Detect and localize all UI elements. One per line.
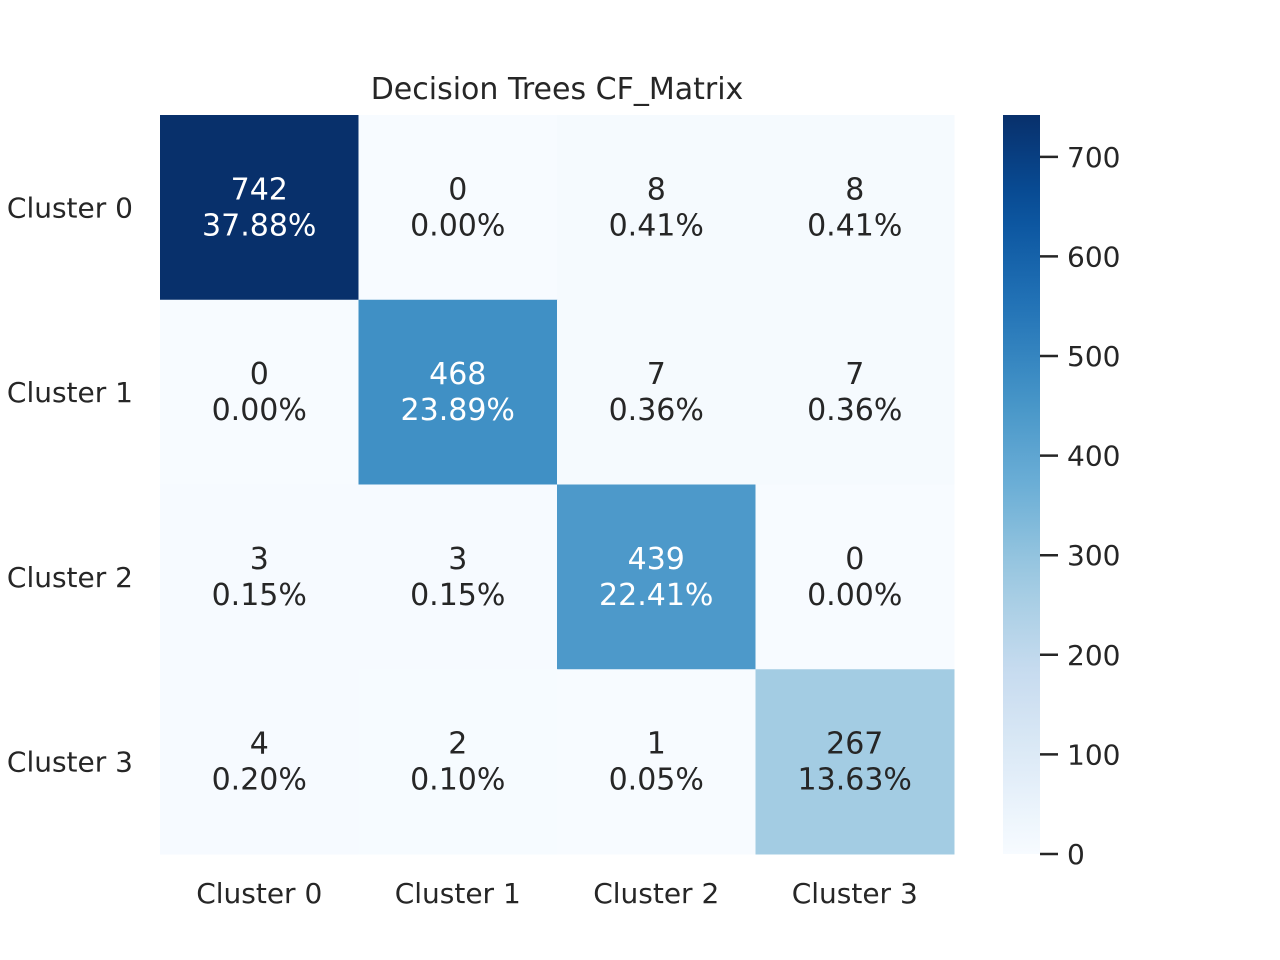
cell-r2-c2 [557,484,756,670]
cell-percent-r2-c0: 0.15% [212,578,307,613]
cell-r0-c2 [557,115,756,301]
cell-count-r1-c1: 468 [429,357,486,392]
col-label-0: Cluster 0 [196,877,322,910]
cell-count-r1-c0: 0 [250,357,269,392]
row-label-3: Cluster 3 [7,746,133,779]
cell-percent-r1-c0: 0.00% [212,393,307,428]
colorbar-tick-label-2: 200 [1067,639,1120,672]
cell-r3-c0 [160,669,359,855]
cell-count-r1-c3: 7 [845,357,864,392]
row-labels: Cluster 0 Cluster 1 Cluster 2 Cluster 3 [7,191,133,778]
cell-r0-c1 [358,115,558,301]
heatmap-cells: 74237.88%00.00%80.41%80.41%00.00%46823.8… [160,115,955,855]
cell-r3-c1 [358,669,558,855]
colorbar-gradient [1003,115,1040,854]
chart-title: Decision Trees CF_Matrix [371,72,744,107]
cell-count-r1-c2: 7 [647,357,666,392]
cell-r0-c0 [160,115,359,301]
cell-percent-r2-c2: 22.41% [599,578,713,613]
row-label-0: Cluster 0 [7,191,133,224]
cell-percent-r0-c3: 0.41% [807,208,902,243]
cell-percent-r3-c3: 13.63% [798,763,912,798]
colorbar: 0 100 200 300 400 500 600 700 [1003,115,1120,871]
cell-r2-c0 [160,484,359,670]
cell-r1-c1 [358,299,558,485]
colorbar-tick-label-5: 500 [1067,340,1120,373]
col-label-1: Cluster 1 [395,877,521,910]
colorbar-tick-label-1: 100 [1067,738,1120,771]
cell-count-r3-c3: 267 [826,727,883,762]
cell-count-r3-c2: 1 [647,727,666,762]
cell-count-r2-c0: 3 [250,542,269,577]
cell-count-r3-c0: 4 [250,727,269,762]
cell-count-r0-c3: 8 [845,172,864,207]
cell-r2-c3 [755,484,955,670]
cell-count-r0-c2: 8 [647,172,666,207]
cell-r0-c3 [755,115,955,301]
col-label-3: Cluster 3 [792,877,918,910]
cell-percent-r1-c3: 0.36% [807,393,902,428]
cell-r1-c2 [557,299,756,485]
cell-count-r2-c3: 0 [845,542,864,577]
cell-percent-r3-c2: 0.05% [609,763,704,798]
colorbar-tick-label-7: 700 [1067,141,1120,174]
col-label-2: Cluster 2 [593,877,719,910]
cell-percent-r1-c2: 0.36% [609,393,704,428]
colorbar-tick-label-4: 400 [1067,440,1120,473]
cell-count-r0-c0: 742 [231,172,288,207]
cell-count-r2-c2: 439 [628,542,685,577]
row-label-1: Cluster 1 [7,376,133,409]
cell-percent-r2-c3: 0.00% [807,578,902,613]
cell-percent-r1-c1: 23.89% [401,393,515,428]
cell-percent-r2-c1: 0.15% [410,578,505,613]
cell-percent-r0-c1: 0.00% [410,208,505,243]
cell-count-r0-c1: 0 [448,172,467,207]
cell-r1-c0 [160,299,359,485]
colorbar-tick-label-0: 0 [1067,838,1085,871]
cell-r1-c3 [755,299,955,485]
colorbar-tick-label-6: 600 [1067,240,1120,273]
column-labels: Cluster 0 Cluster 1 Cluster 2 Cluster 3 [196,877,918,910]
cell-count-r2-c1: 3 [448,542,467,577]
cell-r2-c1 [358,484,558,670]
cell-percent-r0-c0: 37.88% [202,208,316,243]
cell-r3-c3 [755,669,955,855]
cell-count-r3-c1: 2 [448,727,467,762]
cell-percent-r0-c2: 0.41% [609,208,704,243]
cell-percent-r3-c0: 0.20% [212,763,307,798]
cell-r3-c2 [557,669,756,855]
colorbar-tick-label-3: 300 [1067,539,1120,572]
row-label-2: Cluster 2 [7,561,133,594]
cell-percent-r3-c1: 0.10% [410,763,505,798]
